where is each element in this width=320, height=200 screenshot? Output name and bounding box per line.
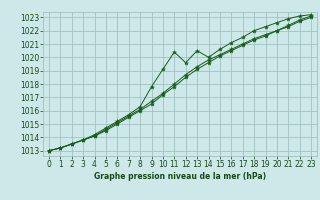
X-axis label: Graphe pression niveau de la mer (hPa): Graphe pression niveau de la mer (hPa) bbox=[94, 172, 266, 181]
